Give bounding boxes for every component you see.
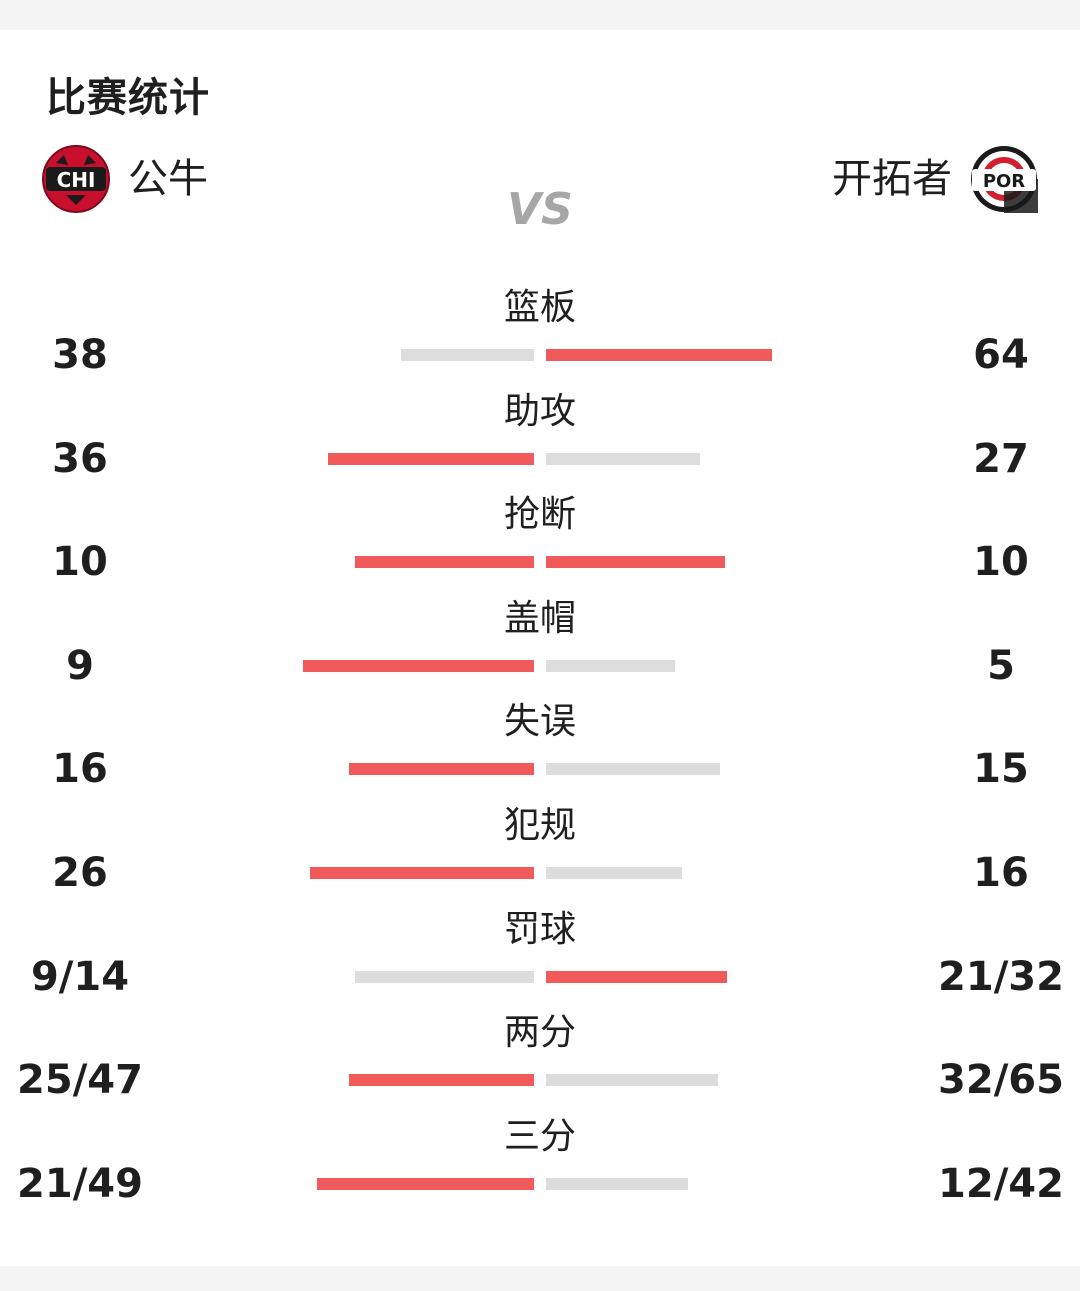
home-stat-value: 26	[52, 850, 108, 896]
stat-row: 盖帽 9 5	[0, 597, 1080, 701]
home-stat-value: 36	[52, 435, 108, 482]
home-stat-bar	[355, 970, 534, 983]
away-team-name: 开拓者	[832, 156, 952, 202]
away-stat-bar	[546, 1074, 718, 1087]
away-stat-value: 32/65	[938, 1057, 1064, 1104]
svg-text:POR: POR	[983, 171, 1025, 192]
stat-row: 罚球 9/14 21/32	[0, 908, 1080, 1012]
home-stat-value: 38	[52, 332, 108, 378]
stat-row: 犯规 26 16	[0, 804, 1080, 908]
away-team[interactable]: 开拓者 POR	[832, 144, 1038, 214]
stat-row: 抢断 10 10	[0, 493, 1080, 597]
away-stat-value: 64	[973, 332, 1029, 378]
vs-label: VS	[507, 184, 573, 235]
home-team-name: 公牛	[128, 156, 208, 202]
page-title: 比赛统计	[46, 75, 210, 121]
stat-label: 盖帽	[503, 597, 576, 639]
stat-label: 两分	[503, 1012, 576, 1054]
home-stat-bar	[303, 659, 534, 672]
away-stat-value: 5	[987, 642, 1015, 689]
bulls-logo-icon: CHI	[42, 145, 110, 213]
home-stat-value: 10	[52, 539, 108, 586]
stat-label: 助攻	[503, 390, 576, 432]
home-stat-value: 21/49	[17, 1160, 143, 1207]
away-stat-bar	[546, 1177, 688, 1190]
home-stat-bar	[401, 349, 534, 361]
away-stat-bar	[546, 763, 720, 776]
home-stat-bar	[349, 1074, 534, 1087]
home-stat-bar	[310, 867, 534, 879]
home-stat-value: 9/14	[30, 953, 130, 1000]
home-stat-bar	[349, 763, 534, 776]
home-stat-value: 9	[66, 642, 94, 689]
away-stat-bar	[546, 970, 727, 983]
stat-row: 两分 25/47 32/65	[0, 1011, 1080, 1115]
stat-row: 失误 16 15	[0, 700, 1080, 804]
away-stat-value: 27	[973, 435, 1029, 482]
home-team[interactable]: CHI 公牛	[42, 144, 208, 214]
stat-label: 罚球	[503, 908, 576, 950]
away-stat-bar	[546, 659, 675, 672]
match-stats-card	[0, 30, 1080, 1266]
stat-label: 篮板	[503, 287, 576, 328]
away-stat-bar	[546, 556, 725, 569]
home-stat-value: 25/47	[17, 1057, 143, 1104]
away-stat-bar	[546, 867, 682, 879]
home-stat-bar	[317, 1177, 534, 1190]
away-stat-value: 12/42	[938, 1160, 1064, 1207]
stat-label: 失误	[503, 701, 576, 743]
svg-text:CHI: CHI	[57, 168, 96, 192]
home-stat-bar	[355, 556, 534, 569]
away-stat-value: 16	[973, 850, 1029, 896]
away-stat-value: 10	[973, 539, 1029, 586]
stat-label: 犯规	[503, 805, 576, 846]
stat-row: 三分 21/49 12/42	[0, 1115, 1080, 1219]
stat-row: 助攻 36 27	[0, 390, 1080, 494]
away-stat-bar	[546, 452, 700, 465]
home-stat-value: 16	[52, 746, 108, 793]
home-stat-bar	[328, 452, 534, 465]
stat-label: 抢断	[503, 494, 576, 536]
away-stat-bar	[546, 349, 772, 361]
stat-label: 三分	[503, 1115, 576, 1157]
away-stat-value: 15	[973, 746, 1029, 793]
blazers-logo-icon: POR	[971, 146, 1038, 213]
stat-row: 篮板 38 64	[0, 286, 1080, 390]
away-stat-value: 21/32	[938, 953, 1064, 1000]
